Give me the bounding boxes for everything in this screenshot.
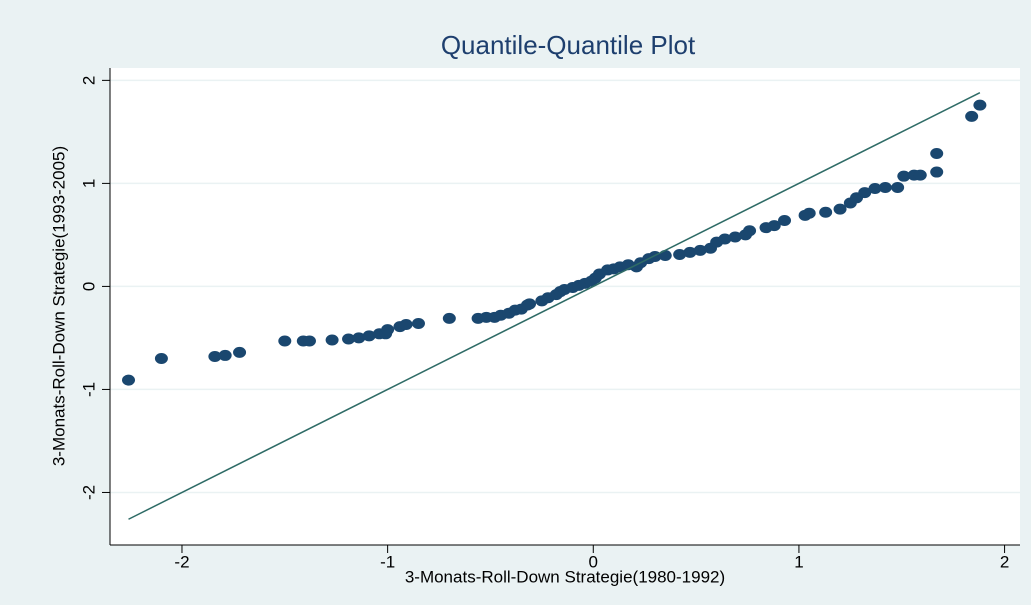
point <box>778 214 792 226</box>
point <box>218 349 232 361</box>
x-tick-label: -1 <box>380 552 395 571</box>
point <box>154 353 168 365</box>
reference-line <box>128 92 981 520</box>
point <box>352 332 366 344</box>
plot-region <box>110 68 1020 545</box>
y-tick-label: 1 <box>79 179 98 188</box>
x-tick-label: 1 <box>794 552 803 571</box>
chart-title: Quantile-Quantile Plot <box>441 30 696 60</box>
y-tick-label: 2 <box>79 76 98 85</box>
point <box>819 206 833 218</box>
point <box>930 166 944 178</box>
point <box>728 231 742 243</box>
y-tick-label: -1 <box>79 382 98 397</box>
point <box>878 182 892 194</box>
point <box>442 312 456 324</box>
point <box>302 335 316 347</box>
point <box>802 207 816 219</box>
x-tick-label: 0 <box>589 552 598 571</box>
point <box>278 335 292 347</box>
point <box>858 187 872 199</box>
point <box>693 244 707 256</box>
point <box>718 233 732 245</box>
y-tick-label: 0 <box>79 282 98 291</box>
point <box>362 330 376 342</box>
point <box>743 225 757 237</box>
point <box>973 99 987 111</box>
point <box>913 169 927 181</box>
point <box>833 203 847 215</box>
point <box>965 110 979 122</box>
point <box>523 298 537 310</box>
point <box>399 319 413 331</box>
point <box>342 333 356 345</box>
point <box>930 148 944 160</box>
x-tick-label: -2 <box>174 552 189 571</box>
point <box>122 374 136 386</box>
point <box>208 350 222 362</box>
point <box>767 220 781 232</box>
point <box>897 170 911 182</box>
point <box>411 317 425 329</box>
point <box>325 334 339 346</box>
point <box>868 183 882 195</box>
point <box>233 346 247 358</box>
x-tick-label: 2 <box>1000 552 1009 571</box>
point <box>673 248 687 260</box>
x-axis-label: 3-Monats-Roll-Down Strategie(1980-1992) <box>405 567 725 586</box>
y-tick-label: -2 <box>79 485 98 500</box>
point <box>658 250 672 262</box>
point <box>381 324 395 336</box>
point <box>683 246 697 258</box>
y-axis-label: 3-Monats-Roll-Down Strategie(1993-2005) <box>49 146 68 466</box>
point <box>891 182 905 194</box>
